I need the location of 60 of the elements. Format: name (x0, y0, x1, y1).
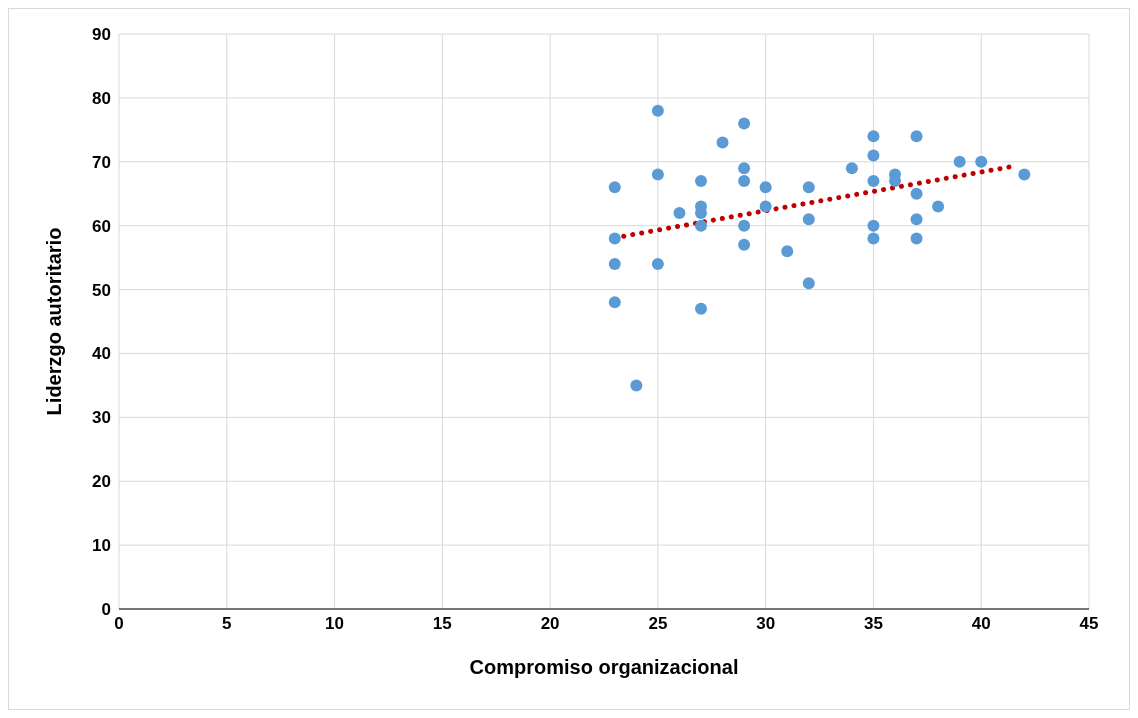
x-tick-label: 40 (971, 614, 991, 634)
point (910, 213, 923, 226)
x-tick-label: 10 (325, 614, 345, 634)
point (695, 174, 707, 187)
y-tick-label: 10 (92, 536, 111, 556)
y-tick-label: 30 (92, 408, 111, 428)
y-axis-title: Liderzgo autoritario (43, 227, 66, 416)
y-tick-label: 70 (92, 152, 111, 172)
point (673, 206, 686, 219)
point (1018, 168, 1031, 181)
x-tick-label: 0 (114, 614, 124, 634)
point (759, 181, 772, 194)
point (695, 302, 707, 315)
x-tick-label: 5 (222, 614, 232, 634)
point (932, 200, 945, 213)
point (802, 213, 815, 226)
point (738, 162, 751, 175)
point (738, 219, 751, 232)
point (651, 258, 664, 270)
point (867, 174, 880, 187)
point (845, 162, 858, 175)
point (867, 232, 880, 245)
point (608, 258, 621, 270)
point (867, 219, 880, 232)
point (630, 379, 643, 392)
x-tick-label: 45 (1079, 614, 1099, 634)
y-tick-label: 90 (92, 25, 111, 45)
point (802, 277, 815, 290)
point (867, 149, 880, 162)
point (651, 168, 664, 181)
point (651, 104, 664, 117)
x-tick-label: 15 (432, 614, 452, 634)
x-tick-label: 30 (756, 614, 776, 634)
point (608, 181, 621, 194)
point (910, 130, 923, 143)
point (910, 232, 923, 245)
x-axis-title: Compromiso organizacional (469, 656, 739, 678)
point (695, 219, 707, 232)
x-tick-label: 35 (863, 614, 883, 634)
point (738, 117, 751, 130)
point (608, 232, 621, 245)
point (975, 155, 988, 168)
y-tick-label: 80 (92, 88, 111, 108)
point (910, 187, 923, 200)
point (716, 136, 729, 149)
point (953, 155, 966, 168)
point (738, 238, 751, 251)
y-tick-label: 0 (101, 600, 111, 620)
y-tick-label: 40 (92, 344, 111, 364)
point (759, 200, 772, 213)
x-tick-label: 20 (540, 614, 560, 634)
point (781, 245, 794, 258)
y-tick-label: 50 (92, 280, 111, 300)
point (608, 296, 621, 309)
point (738, 174, 751, 187)
x-tick-label: 25 (648, 614, 668, 634)
point (802, 181, 815, 194)
y-tick-label: 60 (92, 216, 111, 236)
y-tick-label: 20 (92, 472, 111, 492)
point (867, 130, 880, 143)
